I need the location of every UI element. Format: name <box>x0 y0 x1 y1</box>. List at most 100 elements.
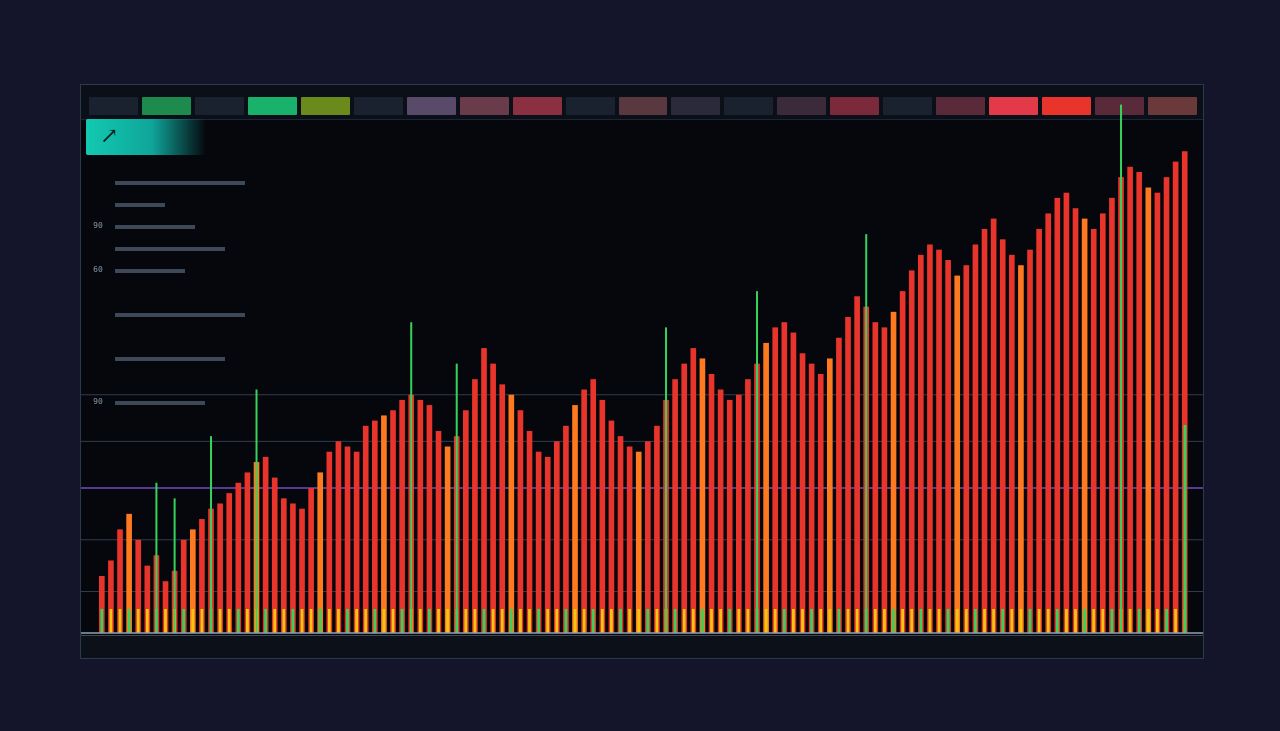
app-logo[interactable]: ↗ <box>86 119 206 155</box>
chart-bar-body <box>162 581 169 633</box>
chart-bar-body <box>499 384 506 633</box>
toolbar-tab[interactable] <box>724 97 774 115</box>
side-panel-row[interactable] <box>85 173 275 193</box>
toolbar-tab[interactable] <box>565 97 615 115</box>
chart-bar-body <box>936 249 942 633</box>
chart-bar-base <box>127 609 131 633</box>
chart-bar-body <box>827 358 833 633</box>
chart-bar-base <box>801 609 804 633</box>
chart-bar <box>271 477 278 633</box>
chart-bar <box>599 399 606 633</box>
chart-bar-base <box>691 609 695 633</box>
chart-bar-body <box>999 239 1006 633</box>
chart-bar <box>199 519 205 633</box>
side-panel-row[interactable] <box>85 239 275 259</box>
chart-bar-base <box>610 609 613 633</box>
chart-bar <box>381 415 387 633</box>
chart-bar-base <box>191 609 195 633</box>
chart-bar-body <box>1136 171 1143 633</box>
chart-bar <box>99 576 105 633</box>
chart-bar-body <box>126 513 132 633</box>
chart-bar <box>890 311 897 633</box>
chart-bar-body <box>817 374 824 633</box>
side-panel-row-bar <box>115 357 225 361</box>
toolbar-tab[interactable] <box>89 97 138 115</box>
toolbar-tab[interactable] <box>989 97 1039 115</box>
chart-bar-base <box>136 609 140 633</box>
side-panel-row[interactable] <box>85 305 275 325</box>
side-panel-row-value: 90 <box>93 397 103 406</box>
toolbar-tab[interactable] <box>512 97 562 115</box>
chart-bar-body <box>108 560 114 633</box>
chart-bar <box>308 487 314 633</box>
chart-bar-base <box>1037 609 1041 633</box>
chart-bar-base <box>473 609 477 633</box>
chart-bar-body <box>235 482 242 633</box>
side-panel-row[interactable] <box>85 349 275 369</box>
side-panel-row[interactable]: 60 <box>85 261 275 281</box>
toolbar-tab[interactable] <box>830 97 880 115</box>
chart-bar-base <box>391 609 395 633</box>
toolbar-tab[interactable] <box>671 97 721 115</box>
chart-bar-base <box>318 609 322 633</box>
chart-bar-base <box>437 609 440 633</box>
toolbar-tab[interactable] <box>883 97 933 115</box>
chart-bar <box>162 581 169 633</box>
side-panel-row-bar <box>115 401 205 405</box>
chart-bar <box>654 425 660 633</box>
chart-bar <box>244 472 251 633</box>
toolbar-tab[interactable] <box>777 97 827 115</box>
chart-bar-body <box>836 337 842 633</box>
side-panel-row[interactable]: 90 <box>85 393 275 413</box>
chart-bar-base <box>109 609 113 633</box>
app-logo-icon: ↗ <box>100 124 119 149</box>
chart-bar-base <box>701 609 704 633</box>
toolbar-tab[interactable] <box>936 97 986 115</box>
chart-bar-base <box>300 609 304 633</box>
chart-bar-body <box>845 317 851 633</box>
toolbar-tab[interactable] <box>247 97 297 115</box>
chart-bar-base <box>145 609 149 633</box>
toolbar-tab[interactable] <box>459 97 509 115</box>
toolbar-tab[interactable] <box>406 97 456 115</box>
chart-bar <box>763 342 769 633</box>
chart-bar <box>626 446 633 633</box>
toolbar-tab[interactable] <box>1095 97 1145 115</box>
chart-bar <box>226 493 233 633</box>
toolbar-tab[interactable] <box>1042 97 1092 115</box>
chart-bar <box>344 446 351 633</box>
chart-bar-base <box>919 609 923 633</box>
side-panel-row-value: 90 <box>93 221 103 230</box>
toolbar-tab[interactable] <box>618 97 668 115</box>
chart-bar <box>217 503 223 633</box>
side-panel-row[interactable]: 90 <box>85 217 275 237</box>
chart-bar-base <box>1083 609 1087 633</box>
chart-bar <box>1154 192 1161 633</box>
chart-bar <box>1145 187 1152 633</box>
chart-bar <box>390 410 396 633</box>
toolbar-tab[interactable] <box>353 97 403 115</box>
chart-bar-base <box>892 609 895 633</box>
chart-bar <box>827 358 833 633</box>
chart-bar-base <box>728 609 732 633</box>
chart-bar <box>881 327 888 633</box>
chart-bar-base <box>100 609 104 633</box>
side-panel-row-bar <box>115 203 165 207</box>
chart-bar-body <box>1181 151 1188 633</box>
chart-bar-body <box>790 332 797 633</box>
side-panel-row-bar <box>115 181 245 185</box>
side-panel-row[interactable] <box>85 195 275 215</box>
chart-bar-base <box>782 609 786 633</box>
chart-bar-base <box>273 609 277 633</box>
chart-bar-body <box>963 265 970 633</box>
toolbar-tab[interactable] <box>300 97 350 115</box>
toolbar-tab[interactable] <box>1148 97 1197 115</box>
chart-bar <box>899 291 906 633</box>
toolbar-tab[interactable] <box>141 97 191 115</box>
chart-bar <box>1172 161 1179 633</box>
chart-bar-body <box>581 389 587 633</box>
chart-bar-base <box>236 609 240 633</box>
toolbar-tab[interactable] <box>194 97 244 115</box>
chart-bar <box>563 425 569 633</box>
chart-bar-base <box>327 609 331 633</box>
